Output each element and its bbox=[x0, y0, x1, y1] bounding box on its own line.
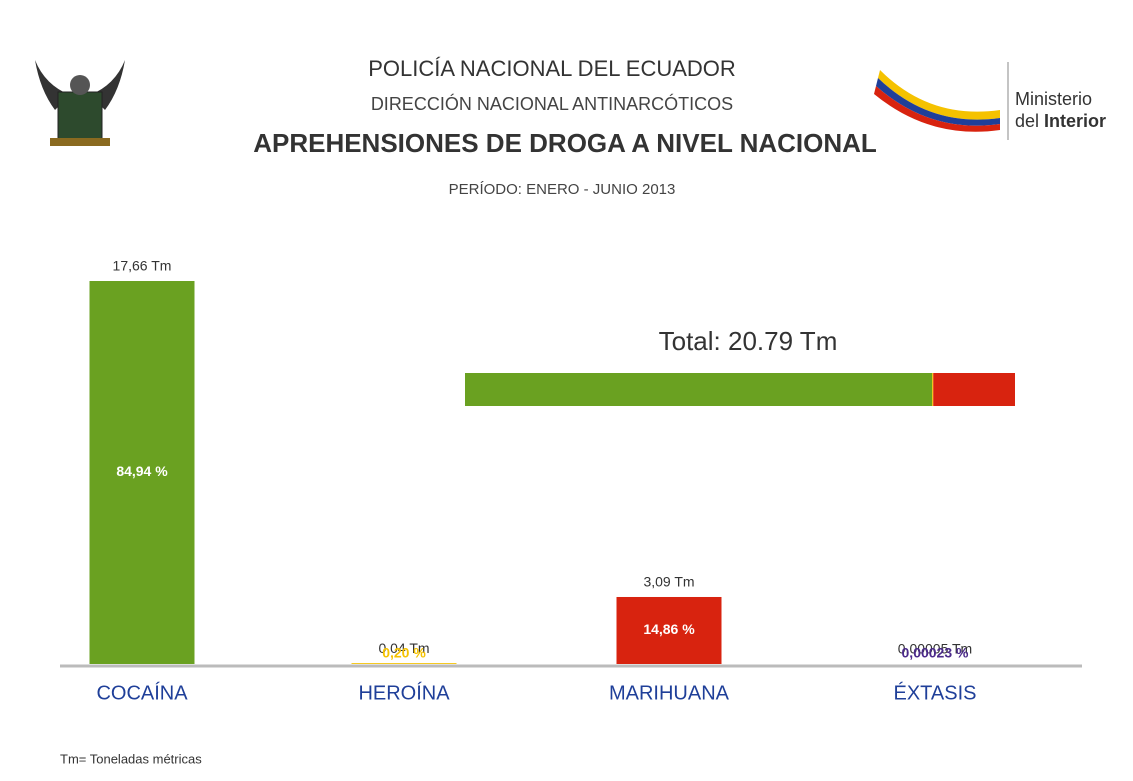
bar bbox=[351, 663, 457, 664]
footnote: Tm= Toneladas métricas bbox=[60, 751, 202, 766]
total-label: Total: 20.79 Tm bbox=[659, 326, 838, 356]
header-line1: POLICÍA NACIONAL DEL ECUADOR bbox=[368, 56, 736, 81]
header-line2: DIRECCIÓN NACIONAL ANTINARCÓTICOS bbox=[371, 93, 733, 114]
chart-title: APREHENSIONES DE DROGA A NIVEL NACIONAL bbox=[253, 128, 877, 158]
category-label: MARIHUANA bbox=[609, 682, 730, 704]
total-segment bbox=[932, 373, 934, 406]
percent-label: 0,00023 % bbox=[902, 645, 969, 661]
percent-label: 14,86 % bbox=[643, 621, 695, 637]
police-emblem bbox=[35, 60, 125, 146]
total-segment bbox=[933, 373, 1015, 406]
percent-label: 84,94 % bbox=[116, 463, 168, 479]
value-label: 0,00005 Tm bbox=[898, 641, 972, 657]
category-label: HEROÍNA bbox=[358, 681, 450, 704]
category-label: ÉXTASIS bbox=[894, 681, 977, 704]
ministry-text: Ministerio bbox=[1015, 89, 1092, 109]
percent-label: 0,20 % bbox=[382, 645, 426, 661]
total-segment bbox=[465, 373, 933, 406]
category-label: COCAÍNA bbox=[96, 681, 188, 704]
value-label: 17,66 Tm bbox=[113, 258, 172, 274]
bar bbox=[89, 281, 195, 664]
bar bbox=[616, 596, 722, 664]
value-label: 3,09 Tm bbox=[643, 574, 694, 590]
value-label: 0,04 Tm bbox=[378, 640, 429, 656]
ministry-logo: Ministerio del Interior bbox=[874, 62, 1106, 140]
chart-subtitle: PERÍODO: ENERO - JUNIO 2013 bbox=[449, 181, 676, 198]
ministry-text: del Interior bbox=[1015, 111, 1106, 131]
